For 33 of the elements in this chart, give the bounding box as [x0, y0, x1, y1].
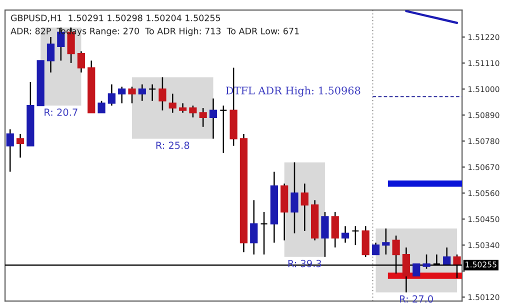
candlestick: [168, 93, 176, 114]
candlestick: [362, 226, 370, 258]
candlestick: [331, 211, 339, 248]
candlestick: [118, 86, 126, 104]
candlestick: [46, 36, 55, 74]
annotation: R: 20.7: [44, 108, 78, 116]
candlestick: [382, 228, 390, 256]
candlestick: [158, 76, 166, 111]
annotation: R: 25.8: [156, 142, 190, 149]
candlestick: [178, 102, 187, 114]
candlestick: [372, 242, 380, 256]
candlestick: [189, 104, 197, 118]
candlestick: [341, 226, 350, 244]
candlestick: [108, 84, 116, 106]
candlestick: [250, 200, 258, 256]
candlestick: [16, 133, 24, 158]
candlestick: [260, 211, 268, 256]
candlestick: [321, 211, 329, 258]
candlestick: [98, 100, 106, 114]
candlestick: [128, 86, 136, 104]
candlestick: [6, 128, 14, 172]
candlestick: [138, 84, 146, 102]
line-series: [405, 10, 458, 24]
chart-title: GBPUSD,H1 1.50291 1.50298 1.50204 1.50255: [11, 14, 220, 22]
candlestick: [412, 263, 420, 276]
candlestick: [77, 50, 86, 74]
candlestick: [220, 104, 228, 154]
candlestick: [209, 98, 218, 140]
candlestick: [352, 226, 360, 246]
candlestick: [148, 84, 156, 102]
candlestick: [290, 162, 298, 234]
candlestick: [199, 107, 207, 128]
candlestick: [300, 182, 308, 232]
